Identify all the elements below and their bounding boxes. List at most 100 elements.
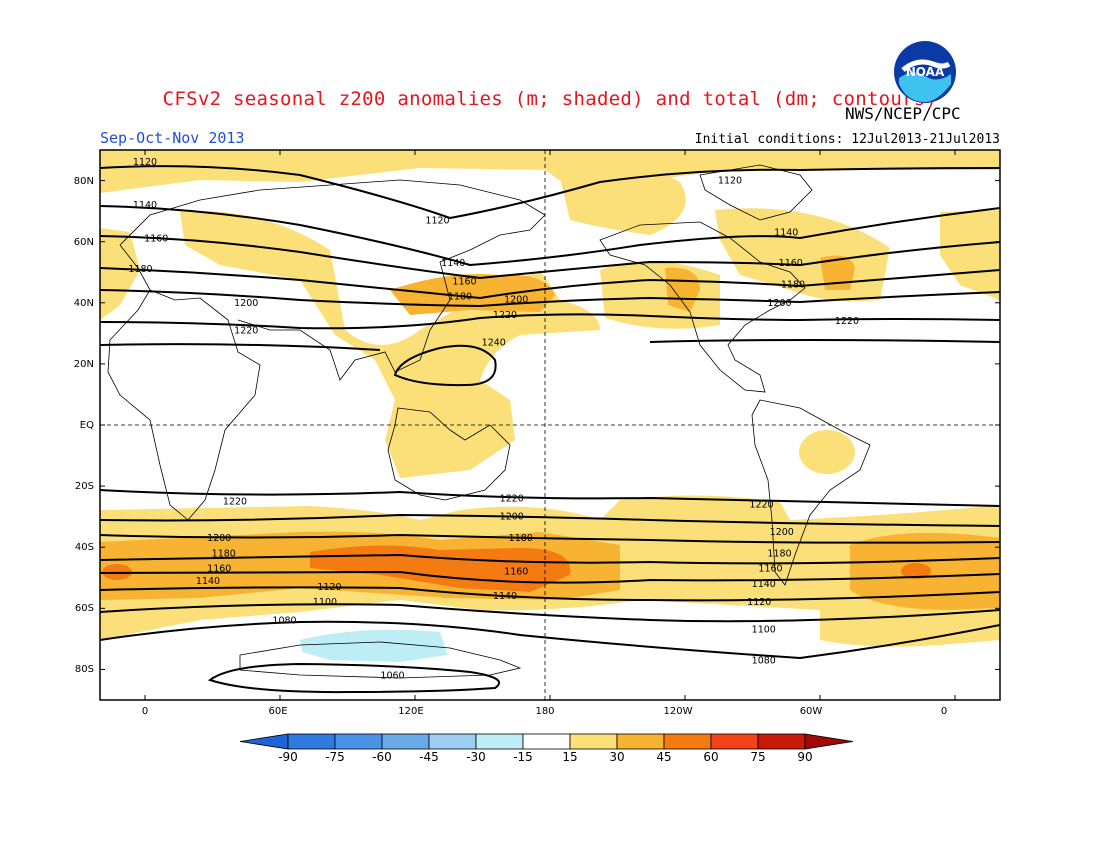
lat-label: 20S (75, 481, 94, 492)
lon-label: 0 (142, 706, 148, 717)
coast-australia (387, 407, 511, 501)
contour-1140 (100, 205, 1000, 267)
lat-label: 60N (74, 237, 94, 248)
contour-1140-s (100, 570, 1000, 584)
lat-label: 60S (75, 603, 94, 614)
contour-label: 1180 (448, 292, 472, 303)
contour-label: 1160 (144, 234, 168, 245)
colorbar-swatch (475, 733, 524, 750)
colorbar-label: -30 (466, 750, 486, 764)
contour-1220-s (100, 489, 1000, 507)
lat-label: 80S (75, 664, 94, 675)
contour-label: 1220 (493, 310, 517, 321)
colorbar-label: 90 (797, 750, 812, 764)
period-label: Sep-Oct-Nov 2013 (100, 129, 245, 147)
contour-1100-s (100, 603, 1000, 623)
contour-label: 1160 (504, 567, 528, 578)
coast-south-america (751, 399, 871, 586)
contour-label: 1180 (212, 548, 236, 559)
lat-label: 40N (74, 298, 94, 309)
contour-label: 1120 (425, 215, 449, 226)
contour-1180-s (100, 533, 1000, 544)
height-contours (100, 165, 1000, 694)
colorbar-label: 60 (703, 750, 718, 764)
colorbar-swatch (522, 733, 571, 750)
agency-label: NWS/NCEP/CPC (845, 104, 961, 123)
colorbar-swatch (663, 733, 712, 750)
contour-label: 1080 (272, 616, 296, 627)
coast-greenland (699, 164, 813, 221)
colorbar-label: -15 (513, 750, 533, 764)
colorbar-label: -75 (325, 750, 345, 764)
longitude-axis: 0 60E 120E 180 120W 60W 0 (142, 706, 947, 717)
contour-label: 1120 (317, 582, 341, 593)
colorbar-swatch (334, 733, 383, 750)
colorbar-label: 45 (656, 750, 671, 764)
colorbar-arrow-high (804, 733, 854, 750)
lat-label: EQ (80, 420, 94, 431)
contour-label: 1220 (234, 325, 258, 336)
contour-label: 1200 (767, 298, 791, 309)
colorbar-swatch (710, 733, 759, 750)
contour-1220-n-low-east (649, 339, 1000, 343)
contour-label: 1200 (207, 533, 231, 544)
lat-label: 20N (74, 359, 94, 370)
lat-label: 80N (74, 176, 94, 187)
contour-label: 1140 (133, 200, 157, 211)
contour-label: 1220 (500, 493, 524, 504)
contour-labels: 1120112011201140114011401160116011601180… (128, 157, 859, 682)
lat-label: 40S (75, 542, 94, 553)
contour-label: 1060 (380, 671, 404, 682)
logo-text: NOAA (906, 65, 945, 79)
contour-label: 1160 (779, 258, 803, 269)
contour-label: 1140 (493, 591, 517, 602)
contour-label: 1080 (752, 655, 776, 666)
lon-label: 60E (268, 706, 287, 717)
colorbar-label: 75 (750, 750, 765, 764)
coast-africa (107, 289, 261, 521)
contour-1240 (393, 344, 497, 387)
coastlines (107, 164, 871, 679)
contour-label: 1120 (133, 157, 157, 168)
contour-1220-n-low (100, 343, 381, 351)
contour-label: 1200 (770, 527, 794, 538)
contour-1220-n (100, 313, 1000, 330)
colorbar-swatch (616, 733, 665, 750)
contour-label: 1120 (747, 597, 771, 608)
colorbar-arrow-low (239, 733, 289, 750)
colorbar-swatch (287, 733, 336, 750)
lon-label: 120E (398, 706, 423, 717)
contour-label: 1160 (452, 276, 476, 287)
colorbar-swatch (428, 733, 477, 750)
colorbar-swatch (569, 733, 618, 750)
contour-label: 1220 (223, 496, 247, 507)
contour-label: 1160 (207, 564, 231, 575)
contour-1200 (100, 289, 1000, 308)
contour-label: 1220 (835, 316, 859, 327)
contour-label: 1120 (718, 176, 742, 187)
contour-1200-s (100, 513, 1000, 527)
coast-eurasia (119, 179, 546, 381)
colorbar-label: -45 (419, 750, 439, 764)
colorbar-swatch (381, 733, 430, 750)
colorbar-label: 15 (562, 750, 577, 764)
contour-label: 1180 (128, 264, 152, 275)
contour-1120 (100, 165, 1000, 220)
contour-label: 1200 (504, 295, 528, 306)
contour-label: 1200 (500, 512, 524, 523)
coast-antarctica (239, 641, 522, 679)
lon-label: 180 (535, 706, 554, 717)
lon-label: 0 (941, 706, 947, 717)
colorbar-label: -90 (278, 750, 298, 764)
colorbar-label: -60 (372, 750, 392, 764)
contour-1160 (100, 235, 1000, 280)
contour-label: 1200 (234, 298, 258, 309)
lon-label: 120W (664, 706, 693, 717)
contour-1120-s (100, 586, 1000, 602)
contour-1080-s (100, 620, 1000, 660)
colorbar: -90 -75 -60 -45 -30 -15 15 30 45 60 75 90 (239, 733, 854, 764)
contour-label: 1240 (482, 338, 506, 349)
contour-label: 1220 (749, 499, 773, 510)
chart-title: CFSv2 seasonal z200 anomalies (m; shaded… (162, 88, 938, 110)
contour-label: 1180 (781, 279, 805, 290)
